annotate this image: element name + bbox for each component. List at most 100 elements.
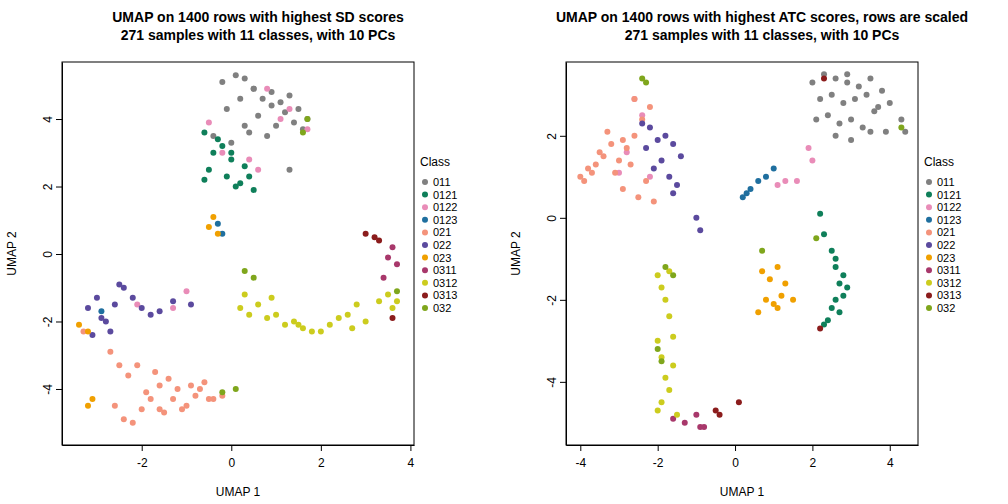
point	[318, 329, 324, 335]
point	[98, 315, 104, 321]
point	[678, 153, 684, 159]
point	[139, 406, 145, 412]
point	[833, 256, 839, 262]
point	[116, 281, 122, 287]
point	[125, 372, 131, 378]
point	[349, 325, 355, 331]
x-tick-label: -2	[653, 456, 664, 470]
point	[175, 386, 181, 392]
point	[255, 302, 261, 308]
point	[647, 125, 653, 131]
point	[736, 399, 742, 405]
point	[666, 313, 672, 319]
x-tick: 0	[228, 445, 235, 470]
point	[116, 362, 122, 368]
legend-entry: 0122	[926, 201, 961, 213]
y-axis-line	[62, 63, 63, 446]
point	[242, 291, 248, 297]
point	[840, 272, 846, 278]
point	[840, 293, 846, 299]
point	[233, 386, 239, 392]
y-tick: 0	[41, 251, 62, 258]
x-axis-line	[567, 445, 919, 446]
point	[608, 141, 614, 147]
legend: Class01101210122012302102202303110312031…	[420, 155, 457, 314]
title: UMAP on 1400 rows with highest SD scores	[112, 9, 404, 25]
legend-marker	[422, 305, 428, 311]
point	[224, 173, 230, 179]
point	[273, 123, 279, 129]
x-tick: 0	[732, 445, 739, 470]
panel: -2024-4-2024UMAP on 1400 rows with highe…	[5, 9, 457, 499]
point	[85, 403, 91, 409]
point	[662, 133, 668, 139]
legend-label: 022	[937, 239, 955, 251]
point	[336, 315, 342, 321]
point	[215, 221, 221, 227]
point	[237, 305, 243, 311]
y-axis-title: UMAP 2	[5, 231, 19, 276]
point	[643, 80, 649, 86]
legend-marker	[422, 255, 428, 261]
legend-title: Class	[420, 155, 450, 169]
point	[295, 106, 301, 112]
point	[821, 231, 827, 237]
point	[790, 297, 796, 303]
y-tick-mark	[56, 389, 62, 390]
x-tick-mark	[812, 445, 813, 451]
legend-label: 023	[937, 252, 955, 264]
legend-label: 0122	[433, 201, 457, 213]
point	[655, 346, 661, 352]
legend-entry: 032	[422, 302, 451, 314]
point	[775, 182, 781, 188]
point	[674, 182, 680, 188]
legend-label: 0122	[937, 201, 961, 213]
point	[170, 396, 176, 402]
point	[242, 268, 248, 274]
point	[759, 268, 765, 274]
legend-entry: 0311	[926, 264, 961, 276]
point	[381, 275, 387, 281]
point	[775, 305, 781, 311]
point	[829, 248, 835, 254]
point	[651, 198, 657, 204]
x-tick: -2	[137, 445, 148, 470]
point	[246, 173, 252, 179]
x-tick-mark	[735, 445, 736, 451]
point	[215, 231, 221, 237]
figure: -2024-4-2024UMAP on 1400 rows with highe…	[0, 0, 1008, 504]
y-tick-label: 4	[41, 116, 55, 123]
legend-marker	[926, 305, 932, 311]
point	[662, 297, 668, 303]
point	[143, 389, 149, 395]
legend-marker	[926, 267, 932, 273]
point	[643, 178, 649, 184]
point	[887, 100, 893, 106]
x-axis-line	[63, 445, 415, 446]
point	[224, 106, 230, 112]
legend-label: 023	[433, 252, 451, 264]
y-tick-mark	[560, 300, 566, 301]
point	[620, 186, 626, 192]
x-tick-label: 0	[228, 456, 235, 470]
point	[282, 322, 288, 328]
point	[166, 376, 172, 382]
legend-marker	[422, 179, 428, 185]
legend-marker	[422, 217, 428, 223]
point	[85, 305, 91, 311]
point	[304, 116, 310, 122]
legend-marker	[926, 229, 932, 235]
point	[157, 383, 163, 389]
x-tick-mark	[321, 445, 322, 451]
legend-entry: 0122	[422, 201, 457, 213]
y-tick-label: -4	[545, 377, 559, 388]
point	[376, 298, 382, 304]
y-tick: 0	[545, 215, 566, 222]
legend-label: 0312	[433, 277, 457, 289]
point	[848, 137, 854, 143]
legend-label: 022	[433, 239, 451, 251]
point	[264, 315, 270, 321]
point	[817, 326, 823, 332]
point	[848, 116, 854, 122]
point	[112, 302, 118, 308]
